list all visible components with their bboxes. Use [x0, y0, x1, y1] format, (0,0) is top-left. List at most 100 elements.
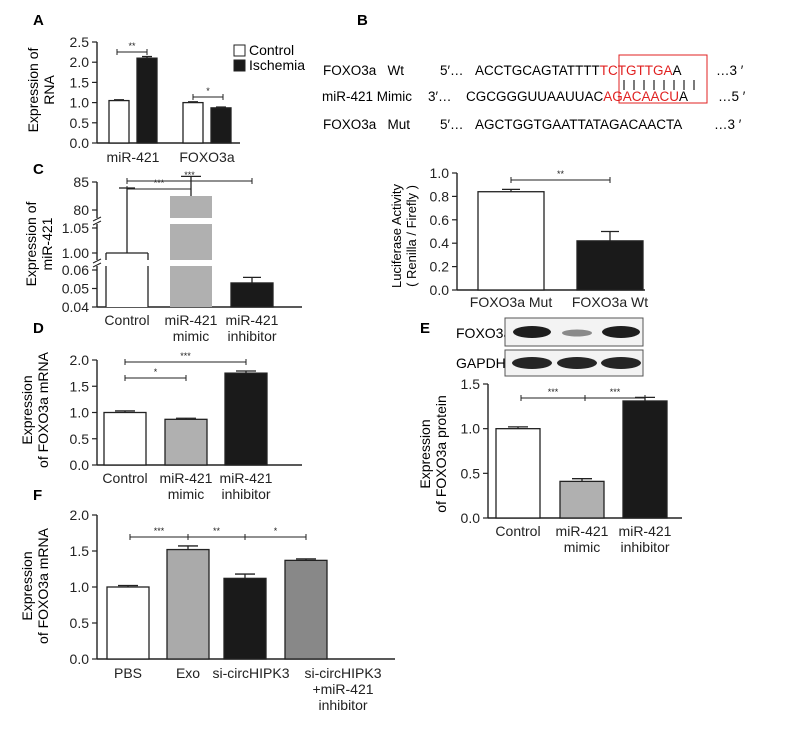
sig-c-inhibitor-label: *** — [184, 170, 195, 180]
bar-e-0 — [495, 428, 541, 519]
panel-e-category-label: Control — [495, 523, 540, 539]
panel-label-d: D — [33, 320, 44, 337]
panel-c-category-label: inhibitor — [227, 328, 276, 344]
panel-a-ytick-label: 0.5 — [70, 115, 90, 131]
panel-c-category-label: miR-421 — [226, 312, 279, 328]
panel-a-ytick-label: 2.5 — [70, 34, 90, 50]
panel-d-ytick-label: 1.0 — [70, 405, 90, 421]
bar-c-2 — [230, 282, 274, 308]
panel-b-category-label: FOXO3a Wt — [572, 294, 648, 310]
panel-b-ytick-label: 0.6 — [430, 212, 450, 228]
panel-b-ytick-label: 0.0 — [430, 282, 450, 298]
panel-f-category-label: si-circHIPK3 — [212, 665, 289, 681]
seq-5prime-mut: 5′… — [440, 117, 464, 132]
target-site-box — [618, 54, 708, 104]
panel-c-ytick-label: 80 — [73, 202, 89, 218]
panel-label-f: F — [33, 487, 42, 504]
panel-c-category-label: miR-421 — [165, 312, 218, 328]
panel-e-ytick-label: 1.0 — [461, 421, 481, 437]
sig-a-mir421-label: ** — [128, 41, 136, 51]
panel-b-ytick-label: 0.4 — [430, 235, 450, 251]
panel-c-ytick-label: 0.04 — [62, 299, 89, 315]
sig-e-inhibitor-label: *** — [610, 387, 621, 397]
panel-c-category-label: Control — [104, 312, 149, 328]
panel-a-ytick-label: 0.0 — [70, 135, 90, 151]
panel-e-ylabel: Expressionof FOXO3a protein — [417, 395, 449, 513]
bar-a-ischemia-0 — [136, 57, 158, 144]
panel-d-category-label: miR-421 — [160, 470, 213, 486]
panel-c-axis-break — [92, 262, 102, 268]
panel-f-category-label: PBS — [114, 665, 142, 681]
bar-b-0 — [477, 191, 545, 291]
sig-e-mimic-label: *** — [548, 387, 559, 397]
panel-a-ytick-label: 2.0 — [70, 54, 90, 70]
seq-name-mut: FOXO3a Mut — [323, 117, 410, 132]
sig-c-mimic-label: *** — [154, 178, 165, 188]
panel-c-ylabel: Expression ofmiR-421 — [23, 201, 55, 286]
panel-f-category-label: si-circHIPK3 — [304, 665, 381, 681]
panel-e-category-label: mimic — [564, 539, 601, 555]
panel-a-ytick-label: 1.0 — [70, 95, 90, 111]
panel-f-ytick-label: 1.0 — [70, 579, 90, 595]
sig-f-si-label: ** — [213, 526, 221, 536]
panel-label-e: E — [420, 320, 430, 337]
panel-f-ytick-label: 0.0 — [70, 651, 90, 667]
panel-f-ytick-label: 2.0 — [70, 507, 90, 523]
panel-f-ylabel: Expressionof FOXO3a mRNA — [19, 527, 51, 644]
panel-d-ytick-label: 2.0 — [70, 352, 90, 368]
bar-a-control-0 — [108, 99, 130, 144]
bar-d-0 — [103, 411, 147, 466]
seq-3prime-mimic: 3′… — [428, 89, 452, 104]
blot-band-foxo3a-mimic — [562, 329, 592, 337]
sequence-alignment: FOXO3a Wt 5′… ACCTGCAGTATTTTTCTGTTGAA …3… — [322, 54, 746, 132]
bar-d-1 — [164, 418, 208, 466]
sig-d-inhibitor-label: *** — [180, 351, 191, 361]
panel-c-ytick-label: 0.06 — [62, 262, 89, 278]
western-blot: FOXO3a GAPDH — [456, 317, 644, 377]
panel-c-axis-break — [92, 258, 102, 264]
panel-c-axis-break — [92, 216, 102, 222]
sig-b-label: ** — [557, 169, 565, 179]
seq-end-mut: …3 ′ — [714, 117, 742, 132]
blot-band-foxo3a-inhibitor — [602, 326, 640, 338]
bar-c-1-gap — [169, 260, 213, 266]
seq-wt-part2: A — [673, 63, 682, 78]
seq-mimic-part2: A — [679, 89, 688, 104]
panel-a-ytick-label: 1.5 — [70, 74, 90, 90]
panel-d-category-label: mimic — [168, 486, 205, 502]
panel-f-ytick-label: 1.5 — [70, 543, 90, 559]
panel-c-axis-break — [92, 220, 102, 226]
bar-c-1-gap — [169, 218, 213, 224]
seq-mimic: CGCGGGUUAAUUACAGACAACUA — [466, 89, 688, 104]
bar-e-2 — [622, 400, 668, 519]
bar-d-2 — [224, 372, 268, 466]
blot-band-gapdh-inhibitor — [601, 357, 641, 369]
panel-d-ytick-label: 1.5 — [70, 378, 90, 394]
bar-f-3 — [284, 559, 328, 660]
seq-wt-highlight: TCTGTTGA — [600, 63, 673, 78]
panel-d-ytick-label: 0.0 — [70, 457, 90, 473]
sig-f-combo-label: * — [274, 526, 278, 536]
panel-e-category-label: miR-421 — [556, 523, 609, 539]
panel-c-ytick-label: 1.00 — [62, 245, 89, 261]
blot-band-foxo3a-control — [513, 326, 551, 338]
blot-label-foxo3a: FOXO3a — [456, 325, 511, 341]
seq-mimic-part1: CGCGGGUUAAUUAC — [466, 89, 604, 104]
blot-band-gapdh-control — [512, 357, 552, 369]
seq-end-wt: …3 ′ — [716, 63, 744, 78]
panel-d-category-label: Control — [102, 470, 147, 486]
panel-c-ytick-label: 0.05 — [62, 281, 89, 297]
panel-b-ytick-label: 0.2 — [430, 259, 450, 275]
panel-a-category-label: FOXO3a — [179, 149, 234, 165]
panel-a-ylabel: Expression ofRNA — [25, 47, 57, 132]
panel-f-ytick-label: 0.5 — [70, 615, 90, 631]
seq-name-mimic: miR-421 Mimic — [322, 89, 412, 104]
panel-b-ytick-label: 1.0 — [430, 165, 450, 181]
bar-c-1 — [170, 196, 212, 307]
panel-e-category-label: inhibitor — [620, 539, 669, 555]
legend-swatch-control — [233, 44, 246, 57]
panel-f-category-label: +miR-421 — [312, 681, 373, 697]
sig-f-exo-label: *** — [154, 526, 165, 536]
